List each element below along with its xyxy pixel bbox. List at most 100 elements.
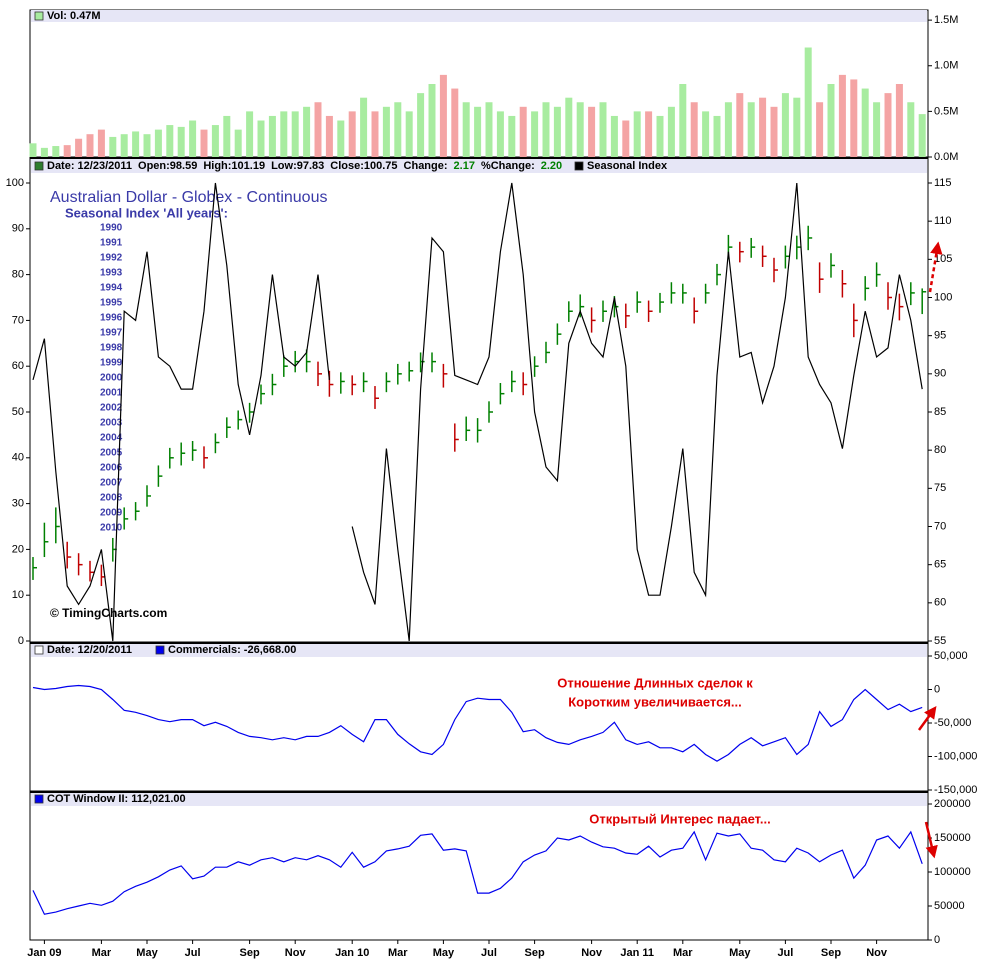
- volume-bar: [496, 111, 504, 157]
- y-tick-label: 0.5M: [934, 105, 958, 117]
- year-label: 2005: [100, 448, 123, 459]
- x-tick-label: Jan 09: [27, 947, 61, 959]
- volume-bar: [211, 125, 219, 157]
- arrow: [928, 241, 943, 293]
- y-tick-label: 30: [12, 498, 24, 510]
- volume-bar: [816, 102, 824, 157]
- x-tick-label: Jan 10: [335, 947, 369, 959]
- y-tick-label: 10: [12, 589, 24, 601]
- volume-bar: [827, 84, 835, 157]
- header-item: 2.20: [541, 160, 562, 172]
- y-tick-label: 50: [12, 406, 24, 418]
- y-tick-label: 0: [18, 635, 24, 647]
- volume-bar: [417, 93, 425, 157]
- indicator-line: [32, 830, 923, 915]
- panel-header: [31, 159, 927, 173]
- x-tick-label: Mar: [92, 947, 112, 959]
- y-tick-label: 1.5M: [934, 14, 958, 26]
- y-tick-label: 0.0M: [934, 151, 958, 163]
- y-tick-label: 70: [934, 520, 946, 532]
- volume-bar: [553, 106, 561, 157]
- volume-bar: [303, 106, 311, 157]
- header-item: %Change:: [481, 160, 535, 172]
- volume-bar: [667, 106, 675, 157]
- year-label: 2001: [100, 388, 123, 399]
- volume-bar: [793, 97, 801, 157]
- chart-subtitle: Seasonal Index 'All years':: [65, 205, 228, 220]
- y-tick-label: 70: [12, 314, 24, 326]
- y-tick-label: 100: [6, 177, 24, 189]
- y-tick-label: 115: [934, 177, 952, 189]
- y-tick-label: 60: [12, 360, 24, 372]
- panel-frame: [29, 157, 929, 643]
- volume-bar: [428, 84, 436, 157]
- chart-title: Australian Dollar - Globex - Continuous: [50, 189, 327, 206]
- year-label: 1990: [100, 223, 123, 234]
- volume-bar: [223, 115, 231, 157]
- volume-bar: [257, 120, 265, 157]
- y-tick-label: 75: [934, 482, 946, 494]
- year-label: 1994: [100, 283, 123, 294]
- y-tick-label: 80: [12, 269, 24, 281]
- volume-bar: [200, 129, 208, 157]
- volume-bar: [884, 93, 892, 157]
- x-tick-label: Nov: [866, 947, 888, 959]
- y-tick-label: 90: [934, 368, 946, 380]
- volume-bar: [348, 111, 356, 157]
- x-tick-label: Jul: [777, 947, 793, 959]
- x-tick-label: Mar: [388, 947, 408, 959]
- y-tick-label: 20: [12, 543, 24, 555]
- volume-bar: [679, 84, 687, 157]
- volume-bar: [97, 129, 105, 157]
- volume-bar: [838, 74, 846, 157]
- volume-bar: [610, 115, 618, 157]
- volume-bar: [907, 102, 915, 157]
- legend-swatch: [574, 161, 584, 171]
- arrow: [917, 705, 937, 731]
- legend-swatch: [34, 794, 44, 804]
- volume-bar: [656, 115, 664, 157]
- year-label: 2003: [100, 418, 123, 429]
- volume-bar: [531, 111, 539, 157]
- year-label: 1996: [100, 313, 123, 324]
- volume-bar: [268, 115, 276, 157]
- panel-header: [31, 10, 927, 22]
- header-item: Close:100.75: [330, 160, 397, 172]
- header-item: Change:: [404, 160, 448, 172]
- y-tick-label: 110: [934, 215, 952, 227]
- header-item: 2.17: [454, 160, 475, 172]
- volume-bar: [759, 97, 767, 157]
- y-tick-label: 95: [934, 330, 946, 342]
- volume-bar: [291, 111, 299, 157]
- volume-bar: [86, 134, 94, 157]
- x-tick-label: Mar: [673, 947, 693, 959]
- volume-bar: [29, 143, 37, 157]
- legend-label: COT Window II: 112,021.00: [47, 793, 186, 805]
- y-tick-label: -100,000: [934, 750, 977, 762]
- volume-bar: [280, 111, 288, 157]
- x-tick-label: Nov: [581, 947, 603, 959]
- credit: © TimingCharts.com: [50, 606, 167, 620]
- y-tick-label: 100000: [934, 866, 971, 878]
- y-tick-label: 80: [934, 444, 946, 456]
- year-label: 1999: [100, 358, 123, 369]
- header-item: High:101.19: [203, 160, 265, 172]
- x-tick-label: May: [433, 947, 455, 959]
- panel-title: Vol: 0.47M: [47, 10, 101, 22]
- annotation: Открытый Интерес падает...: [589, 811, 770, 826]
- y-tick-label: 0: [934, 934, 940, 946]
- y-tick-label: 0: [934, 683, 940, 695]
- volume-bar: [861, 88, 869, 157]
- volume-bar: [462, 102, 470, 157]
- year-label: 2002: [100, 403, 123, 414]
- volume-bar: [633, 111, 641, 157]
- legend-swatch: [34, 161, 44, 171]
- volume-bar: [736, 93, 744, 157]
- volume-bar: [75, 138, 83, 157]
- x-tick-label: Sep: [525, 947, 545, 959]
- y-tick-label: 100: [934, 291, 952, 303]
- volume-bar: [781, 93, 789, 157]
- annotation: Коротким увеличивается...: [568, 694, 742, 709]
